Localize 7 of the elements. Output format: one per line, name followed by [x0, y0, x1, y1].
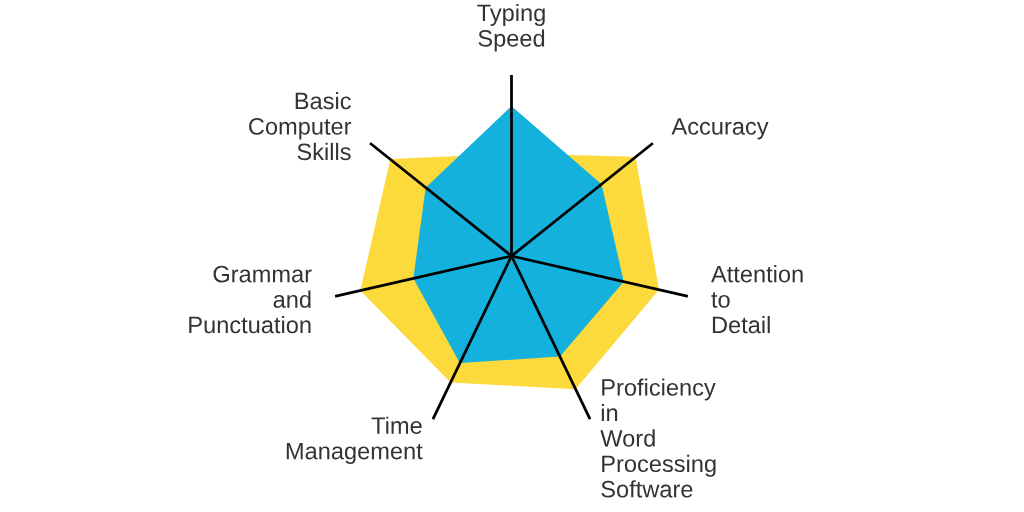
spoke-label: Time Management [286, 416, 423, 465]
spoke-label: Basic Computer Skills [249, 91, 352, 161]
spoke-label: Proficiency in Word Processing Software [600, 378, 716, 498]
spoke-label: Attention to Detail [711, 265, 803, 334]
spoke-label: Typing Speed [477, 3, 545, 52]
spoke-label: Accuracy [671, 118, 769, 140]
spoke-label: Grammar and Punctuation [189, 265, 312, 334]
